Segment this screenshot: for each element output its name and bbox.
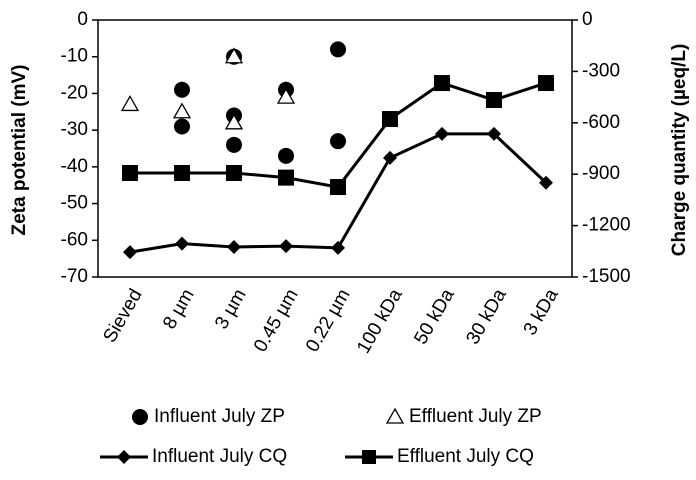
point: [278, 169, 294, 186]
legend-label: Influent July CQ: [152, 446, 287, 467]
point: [382, 111, 398, 128]
point: [174, 81, 190, 98]
plot-frame: [97, 19, 573, 278]
point: [120, 95, 140, 112]
point: [122, 165, 138, 182]
point: [224, 47, 244, 64]
y-tick-label: -20: [61, 82, 88, 103]
point: [276, 87, 296, 104]
y2-tick-label: -600: [582, 112, 620, 133]
x-tick-label: 100 kDa: [353, 285, 407, 357]
y-tick-label: -40: [61, 156, 88, 177]
x-tick-label: 30 kDa: [462, 285, 511, 348]
legend-label: Effluent July CQ: [397, 446, 534, 467]
y-tick-label: 0: [77, 9, 88, 30]
y2-tick-label: 0: [582, 9, 593, 30]
y2-axis-label: Charge quantity (µeq/L): [669, 44, 690, 257]
point: [539, 175, 553, 190]
point: [174, 118, 190, 135]
x-tick-label: Sieved: [99, 286, 146, 347]
point: [435, 126, 449, 141]
legend-marker: [117, 450, 131, 464]
y2-tick-label: -900: [582, 163, 620, 184]
legend-label: Influent July ZP: [154, 406, 285, 427]
y2-tick-label: -1200: [582, 215, 631, 236]
legend-label: Effluent July ZP: [409, 406, 542, 427]
x-tick-label: 3 kDa: [520, 285, 563, 339]
point: [279, 239, 293, 254]
point: [330, 133, 346, 150]
point: [538, 75, 554, 92]
y-tick-label: -30: [61, 119, 88, 140]
x-tick-label: 8 µm: [159, 286, 198, 333]
point: [174, 165, 190, 182]
x-tick-label: 0.22 µm: [302, 286, 355, 356]
point: [487, 126, 501, 141]
y2-tick-label: -300: [582, 60, 620, 81]
y2-tick-label: -1500: [582, 266, 631, 287]
point: [331, 240, 345, 255]
point: [175, 236, 189, 251]
point: [224, 113, 244, 130]
legend-marker: [362, 450, 376, 464]
point: [123, 245, 137, 260]
legend-marker: [385, 407, 405, 424]
point: [226, 136, 242, 153]
y-tick-label: -70: [61, 266, 88, 287]
point: [330, 41, 346, 58]
point: [226, 165, 242, 182]
point: [227, 240, 241, 255]
legend-marker: [132, 409, 148, 425]
x-tick-label: 50 kDa: [410, 285, 459, 348]
point: [330, 179, 346, 196]
point: [278, 147, 294, 164]
y-tick-label: -10: [61, 46, 88, 67]
point: [172, 102, 192, 119]
x-tick-label: 3 µm: [211, 286, 250, 333]
point: [434, 75, 450, 92]
x-tick-label: 0.45 µm: [250, 286, 303, 356]
point: [486, 92, 502, 109]
y-tick-label: -50: [61, 193, 88, 214]
y-tick-label: -60: [61, 229, 88, 250]
y-axis-label: Zeta potential (mV): [9, 64, 30, 235]
point: [383, 150, 397, 165]
